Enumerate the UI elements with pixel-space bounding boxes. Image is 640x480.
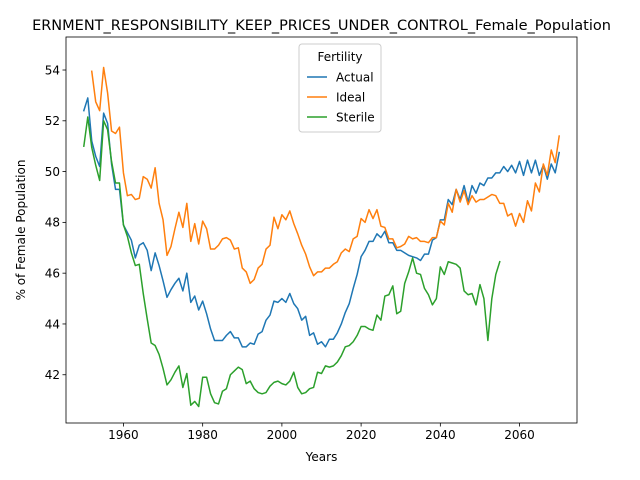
y-tick-label: 52 bbox=[45, 114, 60, 128]
x-tick-label: 2000 bbox=[267, 428, 298, 442]
legend-label-sterile: Sterile bbox=[336, 110, 375, 124]
x-tick-label: 1960 bbox=[108, 428, 139, 442]
legend-items: Actual Ideal Sterile bbox=[307, 70, 375, 124]
y-tick-label: 44 bbox=[45, 317, 60, 331]
y-tick-label: 54 bbox=[45, 63, 60, 77]
series-line-ideal bbox=[90, 66, 561, 285]
y-axis-label: % of Female Population bbox=[14, 160, 28, 301]
series-layer bbox=[82, 66, 561, 408]
y-tick-label: 46 bbox=[45, 266, 60, 280]
chart-title: ERNMENT_RESPONSIBILITY_KEEP_PRICES_UNDER… bbox=[32, 18, 611, 34]
x-tick-label: 2040 bbox=[425, 428, 456, 442]
y-tick-label: 50 bbox=[45, 165, 60, 179]
x-axis: 1960 1980 2000 2020 2040 2060 bbox=[108, 423, 535, 442]
x-tick-label: 2060 bbox=[504, 428, 535, 442]
y-tick-label: 42 bbox=[45, 368, 60, 382]
x-tick-label: 2020 bbox=[346, 428, 377, 442]
axes-frame bbox=[65, 36, 578, 424]
legend: Fertility Actual Ideal Sterile bbox=[298, 43, 382, 133]
legend-label-actual: Actual bbox=[336, 70, 374, 84]
legend-title: Fertility bbox=[317, 50, 362, 64]
y-tick-label: 48 bbox=[45, 216, 60, 230]
series-line-sterile bbox=[82, 116, 501, 408]
series-line-actual bbox=[82, 97, 561, 348]
x-tick-label: 1980 bbox=[187, 428, 218, 442]
y-axis: 42 44 46 48 50 52 54 bbox=[45, 63, 66, 382]
x-axis-label: Years bbox=[305, 450, 338, 464]
legend-box bbox=[298, 43, 382, 133]
legend-label-ideal: Ideal bbox=[336, 90, 365, 104]
